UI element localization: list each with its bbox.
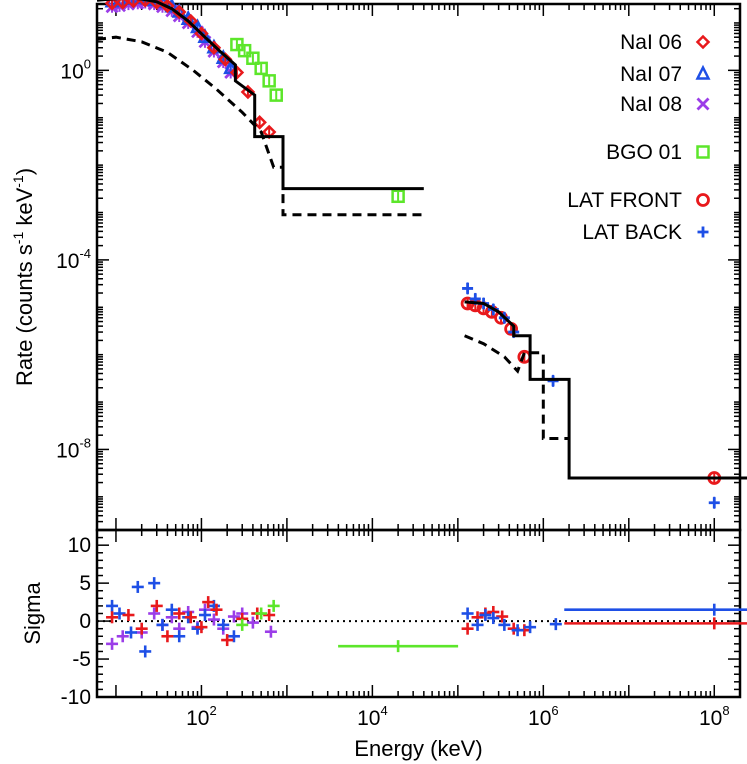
legend-label: BGO 01: [606, 141, 682, 164]
x-tick-label: 102: [186, 703, 217, 730]
x-tick-label: 104: [357, 703, 388, 730]
residual-y-axis-title: Sigma: [20, 582, 45, 645]
rate-point-nai-06: [206, 40, 222, 56]
rate-point-bgo-01: [237, 43, 252, 58]
legend-marker-diamond: [695, 34, 711, 50]
model-line-model-total-: [96, 0, 424, 191]
legend-label: NaI 06: [620, 31, 682, 54]
y-tick-label: 10-4: [56, 246, 91, 273]
legend: NaI 06 NaI 07 NaI 08 BGO 01 LAT FRONT LAT BAC…: [567, 31, 711, 244]
x-tick-label: 108: [699, 703, 730, 730]
rate-point-bgo-01: [262, 74, 276, 88]
y-axis-title: Rate (counts s-1 keV-1): [10, 168, 37, 386]
legend-marker-square: [696, 145, 710, 159]
rate-point-bgo-01: [254, 61, 268, 76]
model-line-model-component-lat-: [464, 334, 570, 440]
residual-plot-frame: [95, 528, 742, 699]
legend-marker-triangle: [695, 64, 711, 80]
legend-label: LAT FRONT: [567, 189, 682, 212]
rate-point-bgo-01: [246, 51, 260, 65]
model-line-model-component-: [96, 35, 424, 217]
y-tick-label: -5: [72, 648, 91, 671]
y-tick-label: 5: [79, 572, 91, 595]
rate-point-nai-06: [240, 84, 256, 100]
rate-point-bgo-01: [269, 88, 283, 102]
legend-marker-x: [696, 97, 710, 111]
residual-panel: 102 104 106 108 10 5 0 -5 -10 Sigma Energy (keV): [20, 528, 747, 761]
rate-point-nai-06: [126, 0, 141, 9]
y-tick-label: -10: [61, 686, 91, 709]
y-tick-label: 10-8: [56, 435, 91, 462]
rate-point-nai-06: [229, 65, 245, 80]
legend-label: NaI 08: [620, 93, 682, 116]
legend-label: LAT BACK: [582, 221, 682, 244]
y-tick-label: 100: [60, 56, 91, 83]
x-axis-title: Energy (keV): [354, 736, 482, 761]
y-tick-label: 10: [68, 534, 91, 557]
x-tick-label: 106: [528, 703, 559, 730]
rate-point-nai-06: [115, 0, 130, 10]
rate-point-nai-06: [137, 0, 153, 8]
rate-point-bgo-01: [391, 189, 405, 204]
legend-label: NaI 07: [620, 63, 682, 86]
rate-point-lat-back: [462, 282, 474, 294]
legend-marker-plus: [697, 226, 709, 238]
legend-marker-circle: [696, 193, 710, 207]
model-line-model-lat-: [464, 300, 747, 480]
rate-point-nai-06: [104, 0, 120, 11]
rate-panel: 100 10-4 10-8 Rate (counts s-1 keV-1) NaI 06…: [10, 0, 747, 532]
rate-point-lat-back: [708, 497, 720, 509]
y-tick-label: 0: [79, 610, 91, 633]
